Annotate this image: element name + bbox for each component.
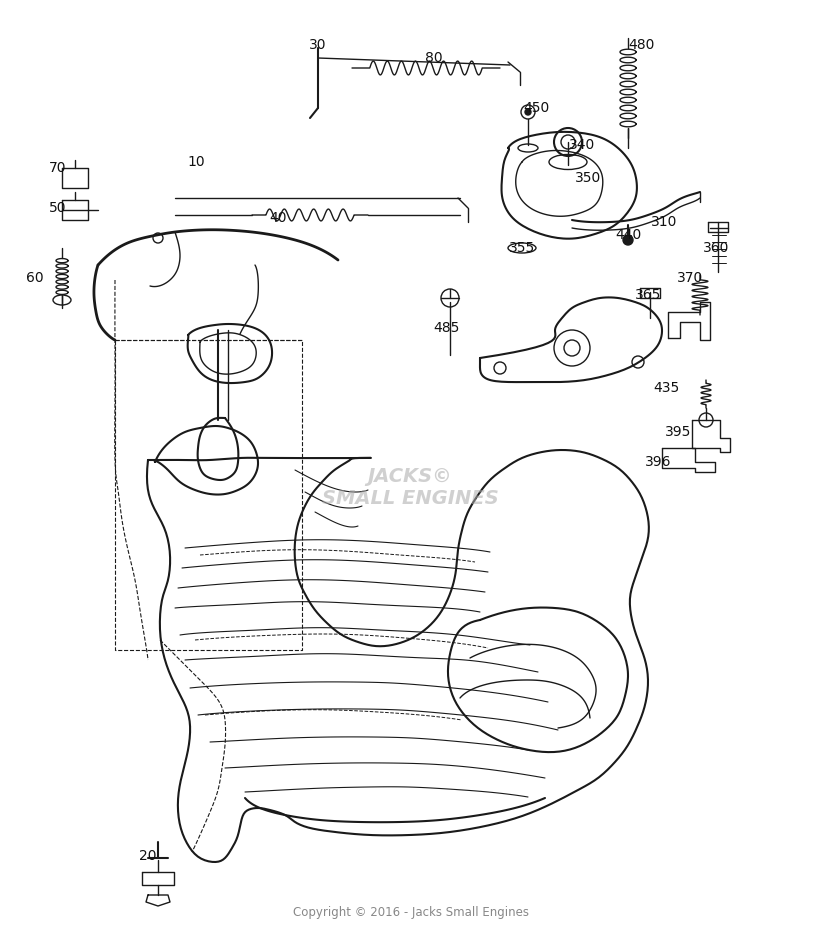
Text: 360: 360	[703, 241, 729, 255]
Text: 30: 30	[309, 38, 327, 52]
Text: Copyright © 2016 - Jacks Small Engines: Copyright © 2016 - Jacks Small Engines	[293, 906, 529, 919]
Text: 60: 60	[26, 271, 44, 285]
Text: 350: 350	[575, 171, 601, 185]
Text: 20: 20	[139, 849, 157, 863]
Text: 355: 355	[509, 241, 535, 255]
Text: 485: 485	[433, 321, 459, 335]
Text: 435: 435	[653, 381, 679, 395]
Text: 440: 440	[615, 228, 641, 242]
Text: 480: 480	[628, 38, 654, 52]
Text: 50: 50	[49, 201, 67, 215]
Text: 70: 70	[49, 161, 67, 175]
Text: 80: 80	[425, 51, 443, 65]
Text: 370: 370	[677, 271, 703, 285]
Text: 365: 365	[635, 288, 661, 302]
Text: 40: 40	[270, 211, 287, 225]
Text: JACKS©
SMALL ENGINES: JACKS© SMALL ENGINES	[321, 468, 498, 509]
Text: 340: 340	[569, 138, 595, 152]
Text: 310: 310	[651, 215, 677, 229]
Text: 396: 396	[644, 455, 672, 469]
Circle shape	[623, 235, 633, 245]
Text: 395: 395	[665, 425, 691, 439]
Text: 10: 10	[187, 155, 205, 169]
Text: 450: 450	[523, 101, 549, 115]
Circle shape	[525, 109, 531, 115]
